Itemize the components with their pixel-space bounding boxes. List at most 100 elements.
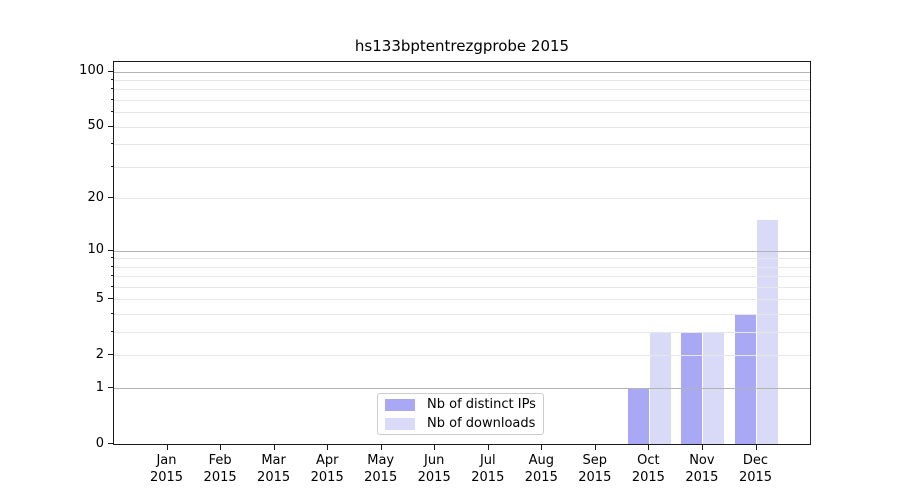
legend: Nb of distinct IPs Nb of downloads — [377, 393, 544, 435]
y-minor-tick-80 — [111, 88, 113, 90]
x-tick-sep — [594, 445, 596, 450]
x-tick-label-sep: Sep 2015 — [567, 452, 623, 486]
y-tick-100 — [108, 70, 113, 72]
x-tick-year: 2015 — [203, 470, 237, 485]
gridline-minor-50 — [114, 126, 810, 128]
x-tick-label-oct: Oct 2015 — [620, 452, 676, 486]
y-minor-tick-40 — [111, 143, 113, 145]
x-tick-year: 2015 — [149, 470, 184, 485]
x-tick-label-jan: Jan 2015 — [139, 452, 195, 486]
y-minor-tick-7 — [111, 275, 113, 277]
gridline-minor-3 — [114, 332, 810, 334]
x-tick-month: Aug — [528, 453, 554, 468]
x-tick-month: Feb — [208, 453, 232, 468]
x-tick-year: 2015 — [578, 470, 612, 485]
x-tick-month: Apr — [315, 453, 339, 468]
y-tick-label-1: 1 — [95, 379, 104, 395]
x-tick-year: 2015 — [471, 470, 505, 485]
x-tick-year: 2015 — [738, 470, 773, 485]
x-tick-year: 2015 — [257, 470, 291, 485]
x-tick-mar — [273, 445, 275, 450]
y-tick-0 — [108, 443, 113, 444]
x-tick-label-may: May 2015 — [353, 452, 409, 486]
y-tick-label-5: 5 — [95, 290, 104, 306]
legend-label-distinct-ips: Nb of distinct IPs — [427, 397, 536, 412]
y-minor-tick-3 — [111, 331, 113, 333]
y-tick-5 — [108, 298, 113, 300]
x-tick-month: Sep — [582, 453, 608, 468]
y-tick-label-50: 50 — [87, 118, 104, 134]
x-tick-year: 2015 — [685, 470, 719, 485]
x-tick-label-dec: Dec 2015 — [728, 452, 784, 486]
x-tick-feb — [220, 445, 222, 450]
gridline-minor-8 — [114, 266, 810, 268]
gridline-minor-4 — [114, 314, 810, 316]
gridline-minor-90 — [114, 80, 810, 81]
gridline-major-100 — [114, 71, 810, 73]
y-tick-label-10: 10 — [87, 242, 104, 257]
bar-distinct-ips-nov — [681, 332, 703, 444]
gridline-minor-2 — [114, 355, 810, 357]
bar-downloads-oct — [649, 332, 671, 444]
gridline-minor-60 — [114, 112, 810, 114]
x-tick-year: 2015 — [310, 470, 344, 485]
y-minor-tick-70 — [111, 99, 113, 100]
gridline-minor-20 — [114, 198, 810, 200]
y-tick-label-0: 0 — [95, 435, 104, 451]
y-tick-10 — [108, 249, 113, 251]
legend-label-downloads: Nb of downloads — [427, 416, 536, 431]
legend-swatch-downloads — [385, 417, 415, 430]
x-tick-jun — [434, 445, 436, 450]
gridline-minor-9 — [114, 258, 810, 260]
x-tick-aug — [541, 445, 543, 450]
x-tick-label-mar: Mar 2015 — [246, 452, 302, 486]
plot-area: Nb of distinct IPs Nb of downloads — [113, 61, 811, 445]
gridline-major-1 — [114, 388, 810, 390]
gridline-minor-80 — [114, 89, 810, 91]
x-tick-label-aug: Aug 2015 — [513, 452, 569, 486]
x-tick-month: Oct — [637, 453, 660, 468]
x-tick-month: Jul — [479, 453, 496, 468]
x-tick-label-apr: Apr 2015 — [299, 452, 355, 486]
y-minor-tick-90 — [111, 79, 113, 80]
x-tick-year: 2015 — [364, 470, 398, 485]
x-tick-month: Jan — [156, 453, 177, 468]
y-tick-20 — [108, 197, 113, 199]
gridline-minor-6 — [114, 287, 810, 288]
bar-distinct-ips-oct — [627, 388, 649, 444]
x-tick-month: Jun — [424, 453, 445, 468]
gridline-minor-5 — [114, 299, 810, 301]
y-minor-tick-6 — [111, 286, 113, 287]
x-tick-month: May — [367, 453, 395, 468]
y-tick-50 — [108, 125, 113, 127]
x-tick-apr — [327, 445, 329, 450]
x-tick-month: Dec — [742, 453, 769, 468]
x-tick-year: 2015 — [631, 470, 665, 485]
legend-item-distinct-ips: Nb of distinct IPs — [385, 397, 543, 413]
y-tick-1 — [108, 387, 113, 389]
y-minor-tick-60 — [111, 111, 113, 113]
y-tick-2 — [108, 354, 113, 356]
bar-downloads-nov — [703, 332, 725, 444]
legend-item-downloads: Nb of downloads — [385, 416, 543, 432]
x-tick-label-jun: Jun 2015 — [406, 452, 462, 486]
gridline-minor-7 — [114, 276, 810, 278]
gridline-major-10 — [114, 250, 810, 252]
y-tick-label-2: 2 — [95, 346, 104, 362]
x-tick-oct — [648, 445, 650, 450]
gridline-minor-40 — [114, 144, 810, 146]
y-minor-tick-8 — [111, 265, 113, 267]
x-tick-year: 2015 — [524, 470, 558, 485]
x-tick-nov — [701, 445, 703, 450]
y-minor-tick-30 — [111, 165, 113, 167]
bar-distinct-ips-dec — [734, 314, 756, 444]
x-tick-label-feb: Feb 2015 — [192, 452, 248, 486]
x-tick-jan — [166, 445, 168, 450]
chart-title: hs133bptentrezgprobe 2015 — [354, 37, 570, 55]
x-tick-label-nov: Nov 2015 — [674, 452, 730, 486]
gridline-minor-30 — [114, 166, 810, 168]
x-tick-label-jul: Jul 2015 — [460, 452, 516, 486]
x-tick-month: Mar — [261, 453, 286, 468]
y-minor-tick-4 — [111, 313, 113, 315]
